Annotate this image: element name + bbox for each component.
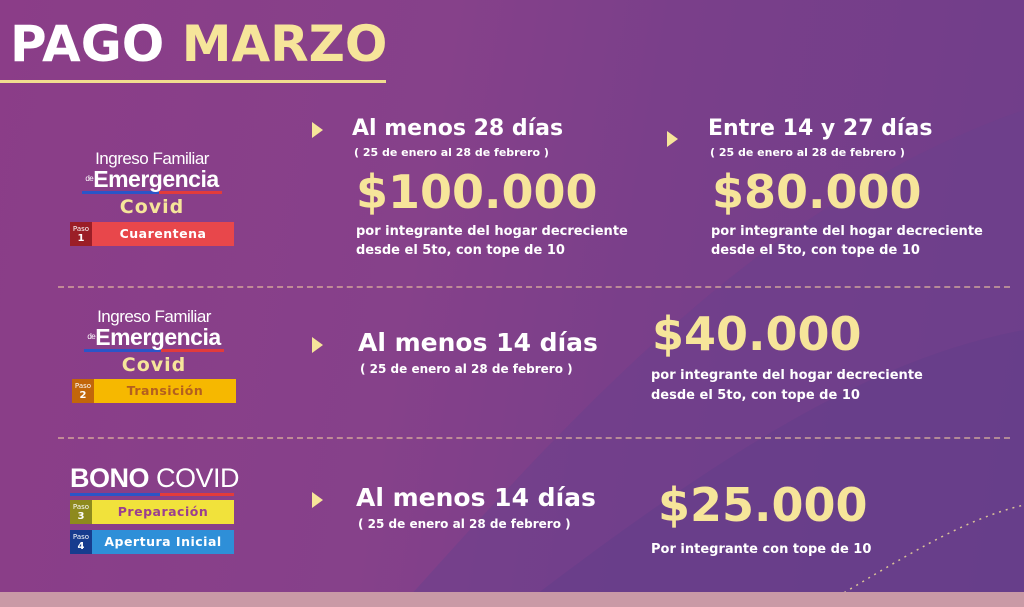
row2-desc2: desde el 5to, con tope de 10 xyxy=(651,388,860,403)
logo-line2: deEmergencia xyxy=(85,166,219,192)
paso-number: Paso 3 xyxy=(70,500,92,524)
paso-badge-1: Paso 1 Cuarentena xyxy=(70,222,234,246)
row1-right-dates: ( 25 de enero al 28 de febrero ) xyxy=(710,146,905,159)
title-word-1: PAGO xyxy=(10,15,165,73)
ife-logo-1: Ingreso Familiar deEmergencia Covid xyxy=(82,150,222,219)
row2-dates: ( 25 de enero al 28 de febrero ) xyxy=(360,362,573,376)
paso-number: Paso 2 xyxy=(72,379,94,403)
arrow-icon xyxy=(312,122,323,138)
arrow-icon xyxy=(312,492,323,508)
row1-right-amount: $80.000 xyxy=(712,165,922,219)
logo-stripe xyxy=(82,191,222,194)
row1-left-dates: ( 25 de enero al 28 de febrero ) xyxy=(354,146,549,159)
paso-badge-3: Paso 3 Preparación xyxy=(70,500,234,524)
ife-logo-2: Ingreso Familiar deEmergencia Covid xyxy=(84,308,224,377)
row2-heading: Al menos 14 días xyxy=(358,328,598,357)
row2-desc1: por integrante del hogar decreciente xyxy=(651,368,923,383)
logo-line3: Covid xyxy=(119,196,185,218)
row1-left-desc2: desde el 5to, con tope de 10 xyxy=(356,243,565,258)
row3-dates: ( 25 de enero al 28 de febrero ) xyxy=(358,517,571,531)
logo-line2: deEmergencia xyxy=(87,324,221,350)
title-underline xyxy=(0,80,386,83)
row1-left-desc1: por integrante del hogar decreciente xyxy=(356,224,628,239)
row1-right-heading: Entre 14 y 27 días xyxy=(708,116,933,141)
arrow-icon xyxy=(667,131,678,147)
paso-badge-4: Paso 4 Apertura Inicial xyxy=(70,530,234,554)
row1-right-desc1: por integrante del hogar decreciente xyxy=(711,224,983,239)
row2-amount: $40.000 xyxy=(652,307,862,361)
logo-stripe xyxy=(84,349,224,352)
logo-line3: Covid xyxy=(121,354,187,376)
page-title: PAGO MARZO xyxy=(10,14,387,74)
paso-number: Paso 4 xyxy=(70,530,92,554)
arrow-icon xyxy=(312,337,323,353)
paso-badge-2: Paso 2 Transición xyxy=(72,379,236,403)
row1-right-desc2: desde el 5to, con tope de 10 xyxy=(711,243,920,258)
bono-covid-logo: BONO COVID xyxy=(70,463,240,493)
paso-label: Apertura Inicial xyxy=(92,530,234,554)
bono-logo-stripe xyxy=(70,493,234,496)
row1-left-heading: Al menos 28 días xyxy=(352,116,564,141)
divider-2 xyxy=(58,437,1010,439)
row3-amount: $25.000 xyxy=(658,478,868,532)
paso-label: Cuarentena xyxy=(92,222,234,246)
logo-line1: Ingreso Familiar xyxy=(95,149,209,168)
bottom-strip xyxy=(0,592,1024,607)
paso-label: Transición xyxy=(94,379,236,403)
divider-1 xyxy=(58,286,1010,288)
row1-left-amount: $100.000 xyxy=(356,165,598,219)
paso-number: Paso 1 xyxy=(70,222,92,246)
title-word-2: MARZO xyxy=(181,15,388,73)
row3-heading: Al menos 14 días xyxy=(356,483,596,512)
paso-label: Preparación xyxy=(92,500,234,524)
logo-line1: Ingreso Familiar xyxy=(97,307,211,326)
row3-desc1: Por integrante con tope de 10 xyxy=(651,542,872,557)
